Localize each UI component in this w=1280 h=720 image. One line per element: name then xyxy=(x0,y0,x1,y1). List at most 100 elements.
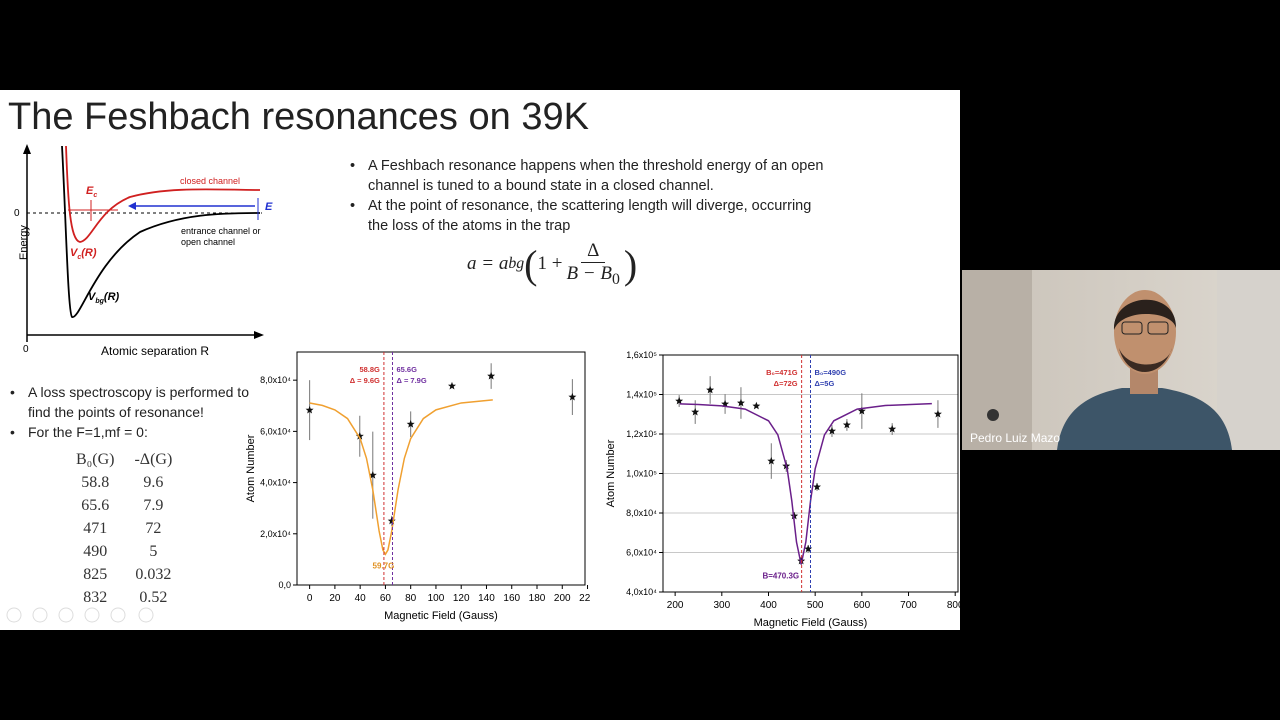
data-point xyxy=(448,381,456,390)
x-tick-label: 500 xyxy=(807,600,824,611)
table-row: 58.8 9.6 xyxy=(66,471,182,494)
arrow xyxy=(23,144,31,154)
formula-text: B − B xyxy=(566,263,612,284)
x-axis-label: Magnetic Field (Gauss) xyxy=(754,617,868,629)
arrow xyxy=(254,331,264,339)
door xyxy=(1217,270,1280,450)
table-row: 825 0.032 xyxy=(66,563,182,586)
table-cell: 471 xyxy=(83,519,108,537)
e-label: E xyxy=(265,201,273,213)
data-point xyxy=(406,420,415,428)
x-tick-label: 800 xyxy=(947,600,960,611)
data-point xyxy=(842,420,851,429)
table-cell: 5 xyxy=(149,542,158,560)
x-tick-label: 0 xyxy=(307,593,313,604)
vc-label: Vc(R) xyxy=(70,247,97,261)
table-cell: 825 xyxy=(83,565,108,583)
data-point xyxy=(355,432,364,440)
data-point xyxy=(691,407,700,416)
table-cell: 65.6 xyxy=(81,496,110,514)
vbg-curve xyxy=(61,145,261,318)
formula-text: 1 + xyxy=(537,253,563,275)
x-axis-label: Magnetic Field (Gauss) xyxy=(384,610,498,622)
bullet: A loss spectroscopy is performed to find… xyxy=(6,382,266,422)
bullet: For the F=1,mf = 0: xyxy=(6,422,266,442)
y-tick-label: 0,0 xyxy=(278,580,291,590)
paren: ) xyxy=(623,241,638,287)
toolbar xyxy=(6,607,154,623)
marker-label: B₀=471G xyxy=(766,368,798,377)
plot-frame xyxy=(296,351,586,586)
data-point xyxy=(752,401,761,410)
zero-label: 0 xyxy=(14,208,20,219)
table-cell: 7.9 xyxy=(143,496,164,514)
table-cell: 490 xyxy=(83,542,108,560)
x-tick-label: 120 xyxy=(453,593,470,604)
table-row: 471 72 xyxy=(66,517,182,540)
fraction: Δ B − B0 xyxy=(566,240,619,289)
x-tick-label: 160 xyxy=(503,593,520,604)
beard xyxy=(1119,348,1172,372)
data-point xyxy=(767,456,776,465)
data-point xyxy=(305,405,314,414)
data-point xyxy=(857,406,866,415)
table-cell: 832 xyxy=(83,588,108,606)
formula-text: a = a xyxy=(467,253,509,275)
sym: E xyxy=(86,185,94,197)
formula-text: 0 xyxy=(612,270,620,288)
data-point xyxy=(368,471,377,479)
table-cell: 0.52 xyxy=(139,588,168,606)
marker-label: Δ=5G xyxy=(815,379,835,388)
bullet: At the point of resonance, the scatterin… xyxy=(346,196,826,236)
vc-curve xyxy=(65,145,261,243)
data-point xyxy=(721,399,730,408)
y-tick-label: 1,2x10⁵ xyxy=(626,429,657,439)
tool-icon[interactable] xyxy=(84,607,100,623)
tool-icon[interactable] xyxy=(6,607,22,623)
guitar xyxy=(987,409,999,421)
bullet: A Feshbach resonance happens when the th… xyxy=(346,156,826,196)
data-point xyxy=(737,398,745,407)
x-tick-label: 300 xyxy=(713,600,730,611)
channel-label: open channel xyxy=(181,237,235,247)
tool-icon[interactable] xyxy=(58,607,74,623)
x-tick-label: 600 xyxy=(854,600,871,611)
arrow xyxy=(128,202,136,210)
formula-text: Δ xyxy=(581,240,606,263)
data-point xyxy=(706,385,715,394)
x-tick-label: 20 xyxy=(329,593,341,604)
sym: (R) xyxy=(81,247,97,259)
marker-label: 65.6G xyxy=(396,365,417,374)
data-point xyxy=(804,544,813,553)
x-tick-label: 220 xyxy=(579,593,590,604)
bullet-list: A Feshbach resonance happens when the th… xyxy=(346,156,826,236)
min-label: B=470.3G xyxy=(762,571,799,580)
y-tick-label: 1,6x10⁵ xyxy=(626,350,657,360)
channel-label: closed channel xyxy=(180,176,240,186)
y-tick-label: 8,0x10⁴ xyxy=(260,375,291,385)
marker-label: B₀=490G xyxy=(815,368,847,377)
data-point xyxy=(568,392,577,401)
x-tick-label: 60 xyxy=(380,593,392,604)
x-tick-label: 180 xyxy=(529,593,546,604)
slide-title: The Feshbach resonances on 39K xyxy=(8,96,589,138)
table-cell: 72 xyxy=(145,519,162,537)
y-axis-label: Atom Number xyxy=(605,439,617,507)
vbg-label: Vbg(R) xyxy=(88,291,120,305)
header-cell: -Δ(G) xyxy=(134,450,173,468)
min-label: 59.7G xyxy=(373,561,395,570)
tool-icon[interactable] xyxy=(32,607,48,623)
y-tick-label: 1,0x10⁵ xyxy=(626,469,657,479)
y-tick-label: 4,0x10⁴ xyxy=(626,587,657,597)
resonance-table: B₀(G) -Δ(G) 58.8 9.6 65.6 7.9 471 72 490 5 825 0.03… xyxy=(66,448,182,609)
tool-icon[interactable] xyxy=(110,607,126,623)
y-tick-label: 8,0x10⁴ xyxy=(626,508,657,518)
tool-icon[interactable] xyxy=(138,607,154,623)
sub: c xyxy=(77,254,81,261)
paren: ( xyxy=(524,241,538,287)
shirt xyxy=(1057,388,1232,450)
fit-line xyxy=(679,402,932,565)
marker-label: 58.8G xyxy=(359,365,380,374)
x-tick-label: 140 xyxy=(478,593,495,604)
x-tick-label: 200 xyxy=(554,593,571,604)
